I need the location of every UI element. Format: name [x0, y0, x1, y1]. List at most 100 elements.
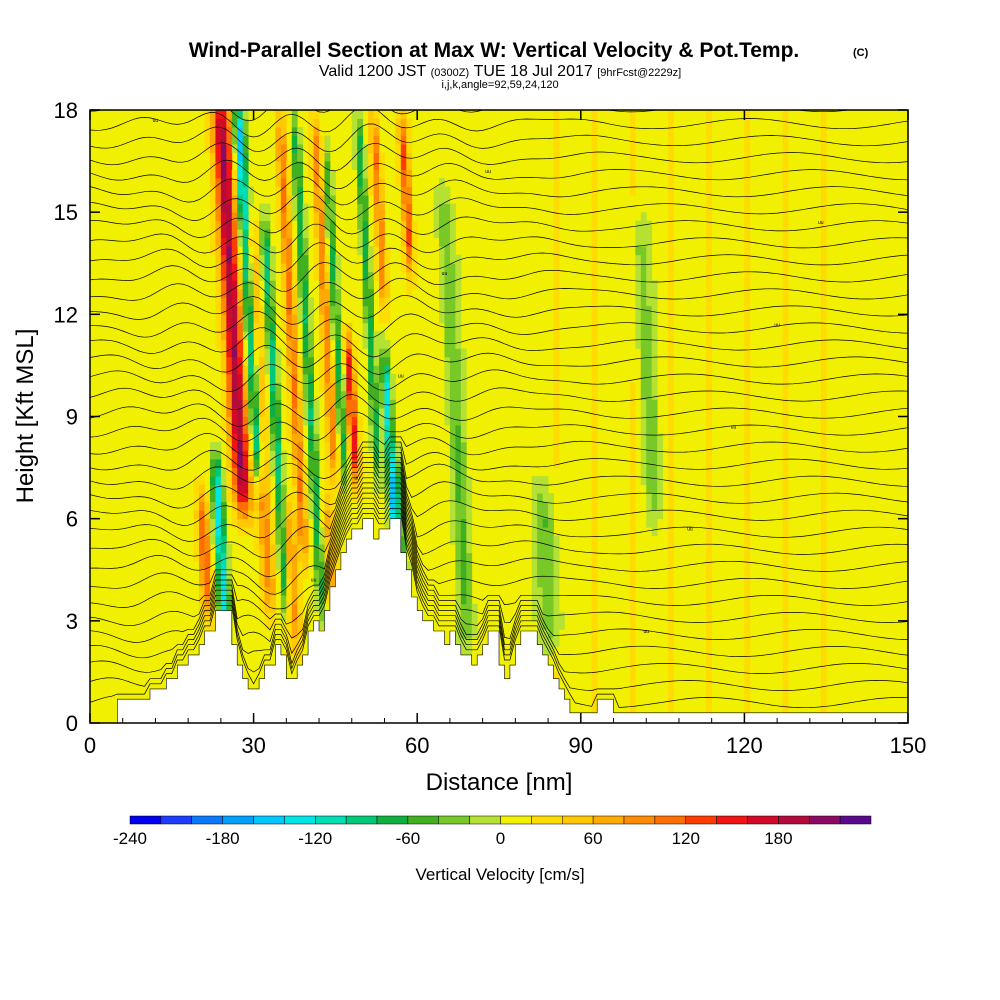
- x-axis-label: Distance [nm]: [426, 769, 573, 796]
- velocity-cell: [368, 382, 374, 400]
- velocity-cell: [389, 373, 396, 400]
- velocity-cell: [242, 280, 249, 298]
- velocity-cell: [400, 169, 407, 188]
- colorbar-tick-label: -240: [113, 829, 147, 848]
- velocity-cell: [449, 467, 456, 545]
- velocity-cell: [220, 467, 227, 486]
- colorbar-tick-label: -180: [206, 829, 240, 848]
- colorbar-tick-label: 0: [496, 829, 505, 848]
- velocity-cell: [319, 578, 325, 596]
- velocity-cell: [302, 518, 309, 554]
- velocity-cell: [248, 425, 254, 434]
- velocity-cell: [329, 195, 336, 222]
- velocity-cell: [291, 407, 298, 434]
- velocity-cell: [329, 484, 336, 511]
- velocity-cell: [264, 603, 271, 613]
- velocity-cell: [362, 305, 369, 324]
- velocity-cell: [324, 442, 331, 494]
- velocity-cell: [226, 578, 233, 596]
- velocity-cell: [253, 365, 260, 375]
- velocity-cell: [237, 510, 244, 520]
- velocity-cell: [231, 348, 238, 358]
- velocity-cell: [329, 467, 336, 486]
- velocity-cell: [264, 229, 271, 239]
- velocity-cell: [269, 544, 276, 579]
- velocity-cell: [248, 263, 254, 281]
- colorbar-tick-label: 180: [764, 829, 792, 848]
- velocity-cell: [209, 484, 216, 503]
- velocity-cell: [264, 220, 271, 230]
- theta-contour: [90, 502, 908, 674]
- velocity-cell: [269, 280, 276, 307]
- velocity-cell: [302, 373, 309, 400]
- velocity-cell: [335, 314, 342, 341]
- velocity-cell: [444, 356, 451, 426]
- velocity-cell: [215, 220, 222, 247]
- velocity-cell: [209, 476, 216, 486]
- colorbar-label: Vertical Velocity [cm/s]: [415, 865, 584, 884]
- velocity-cell: [291, 288, 298, 315]
- colorbar-swatch: [654, 815, 686, 825]
- theta-contour: [90, 242, 908, 274]
- velocity-cell: [237, 305, 244, 324]
- velocity-cell: [215, 110, 222, 111]
- velocity-cell: [226, 305, 233, 332]
- contour-label: uu: [153, 118, 159, 124]
- velocity-cell: [635, 246, 642, 256]
- velocity-cell: [248, 373, 254, 392]
- velocity-cell: [231, 467, 238, 486]
- velocity-cell: [291, 433, 298, 460]
- velocity-cell: [542, 518, 549, 528]
- velocity-cell: [346, 433, 353, 451]
- velocity-cell: [231, 484, 238, 494]
- velocity-cell: [291, 620, 298, 639]
- velocity-cell: [226, 110, 233, 111]
- velocity-cell: [242, 135, 249, 153]
- velocity-cell: [297, 501, 304, 537]
- velocity-cell: [297, 254, 304, 281]
- velocity-cell: [389, 433, 396, 443]
- velocity-cell: [313, 135, 320, 188]
- velocity-cell: [237, 484, 244, 494]
- velocity-cell: [297, 442, 304, 477]
- colorbar-swatch: [839, 815, 872, 825]
- velocity-cell: [286, 339, 293, 366]
- velocity-cell: [220, 280, 227, 298]
- velocity-cell: [373, 169, 380, 205]
- velocity-cell: [744, 110, 751, 723]
- velocity-cell: [646, 220, 653, 307]
- velocity-cell: [351, 467, 358, 477]
- velocity-cell: [335, 450, 342, 494]
- x-tick-label: 150: [890, 733, 927, 758]
- velocity-cell: [406, 152, 413, 170]
- velocity-cell: [199, 569, 205, 588]
- velocity-cell: [395, 118, 402, 145]
- theta-contour: [90, 377, 908, 410]
- velocity-cell: [308, 450, 314, 477]
- velocity-cell: [319, 527, 325, 545]
- velocity-cell: [259, 416, 265, 443]
- velocity-cell: [351, 110, 358, 170]
- velocity-cell: [237, 467, 244, 486]
- velocity-cell: [351, 484, 358, 494]
- velocity-cell: [209, 152, 216, 188]
- theta-contour: [90, 462, 908, 542]
- velocity-cell: [226, 93, 232, 102]
- velocity-cell: [329, 510, 336, 571]
- velocity-cell: [640, 246, 647, 400]
- velocity-cell: [209, 110, 216, 153]
- velocity-cell: [406, 246, 413, 256]
- colorbar-tick-label: 120: [672, 829, 700, 848]
- velocity-cell: [259, 501, 265, 511]
- velocity-cell: [264, 407, 271, 460]
- velocity-cell: [291, 110, 298, 111]
- velocity-cell: [368, 399, 374, 426]
- velocity-cell: [215, 161, 222, 179]
- velocity-cell: [406, 186, 413, 205]
- velocity-cell: [231, 178, 238, 196]
- velocity-cell: [357, 450, 364, 477]
- velocity-cell: [379, 407, 385, 494]
- velocity-cell: [308, 407, 314, 426]
- velocity-cell: [280, 586, 287, 596]
- velocity-cell: [264, 314, 271, 332]
